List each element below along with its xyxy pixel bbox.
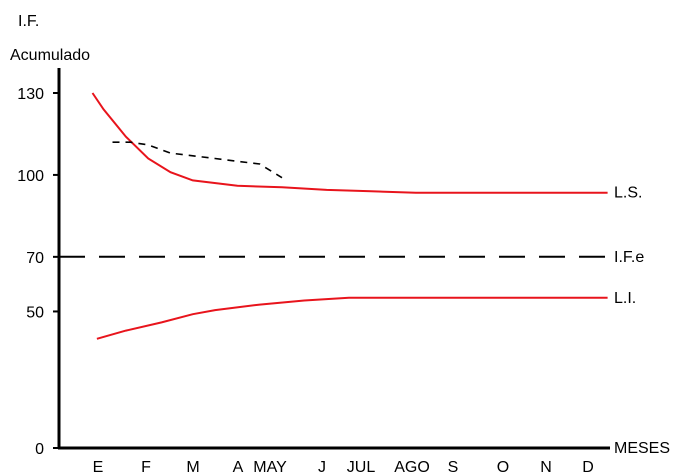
y-tick-label: 70 [26,250,44,267]
y-tick-label: 0 [35,441,44,458]
series-lines [59,92,608,340]
y-axis-label-line2: Acumulado [10,47,90,64]
x-tick-label: O [497,459,509,475]
x-tick-label: E [93,459,104,475]
x-tick-label: A [233,459,244,475]
series-line-observed [112,141,283,179]
series-labels: L.S. L.I. I.F.e [614,185,644,307]
x-tick-label: S [448,459,459,475]
series-label: L.I. [614,290,636,307]
y-ticks: 0 50 70 100 130 [17,86,59,458]
x-tick-label: MAY [253,459,287,475]
series-line-ls [91,92,608,194]
x-tick-label: J [318,459,326,475]
x-ticks: E F M A MAY J JUL AGO S O N D [93,459,594,475]
y-tick-label: 130 [17,86,44,103]
y-axis-label-line1: I.F. [18,13,39,30]
x-tick-label: F [141,459,151,475]
x-tick-label: JUL [347,459,376,475]
series-line-li [96,296,608,340]
x-tick-label: AGO [394,459,430,475]
x-tick-label: D [582,459,594,475]
series-label: I.F.e [614,249,644,266]
series-label: L.S. [614,185,642,202]
x-axis-label: MESES [614,440,670,457]
x-tick-label: M [186,459,199,475]
x-tick-label: N [540,459,552,475]
y-tick-label: 100 [17,168,44,185]
y-tick-label: 50 [26,304,44,321]
